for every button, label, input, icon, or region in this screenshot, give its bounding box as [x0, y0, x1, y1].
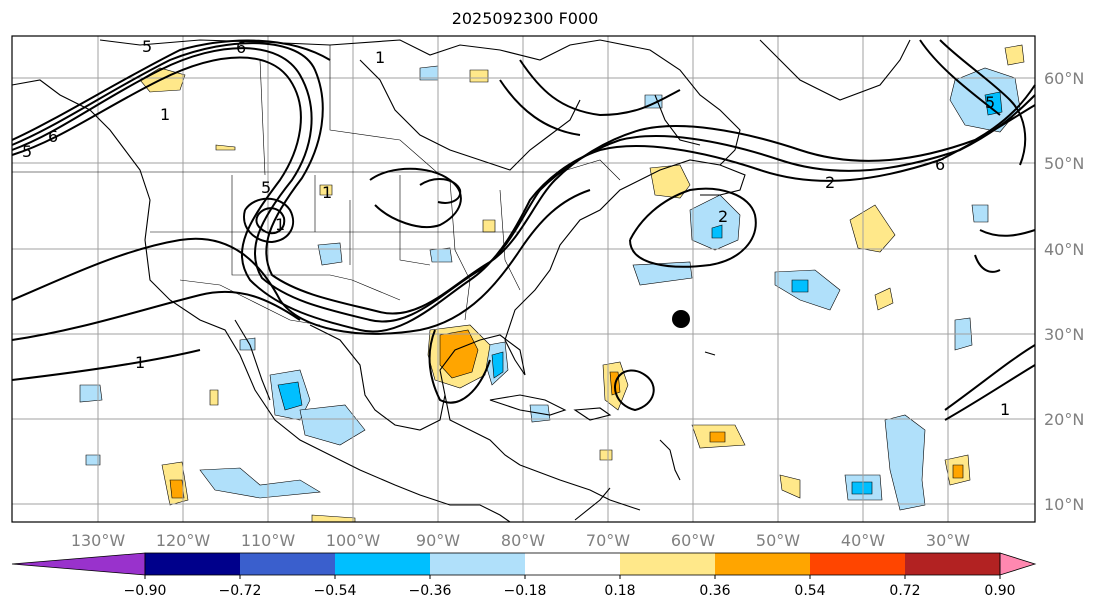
colorbar-tick-label: 0.54	[794, 583, 825, 599]
contour-label-group: 5 6 6 1 5 5 1 1 1 2 2 6 1 5 1	[22, 37, 1010, 419]
lat-label: 10°N	[1044, 495, 1084, 514]
colorbar-segment	[240, 553, 335, 575]
colorbar-tick-label: −0.18	[504, 583, 547, 599]
colorbar-tick-label: 0.18	[604, 583, 635, 599]
contour-label: 1	[1000, 400, 1010, 419]
contour-label: 1	[135, 353, 145, 372]
lon-label: 60°W	[671, 531, 715, 550]
contour-label: 6	[48, 127, 58, 146]
colorbar-segment	[715, 553, 810, 575]
contour-label: 1	[322, 183, 332, 202]
colorbar-tick-label: −0.90	[124, 583, 167, 599]
colorbar-tick-label: 0.72	[889, 583, 920, 599]
positive-anomaly-fill	[139, 44, 1025, 523]
contour-label: 1	[160, 105, 170, 124]
lon-label: 50°W	[756, 531, 800, 550]
colorbar-segment	[525, 553, 620, 575]
latitude-labels: 60°N 50°N 40°N 30°N 20°N 10°N	[1044, 69, 1084, 514]
lat-label: 50°N	[1044, 154, 1084, 173]
contour-label: 5	[261, 178, 271, 197]
colorbar-segment	[810, 553, 905, 575]
colorbar-tick-label: −0.72	[219, 583, 262, 599]
contour-label: 2	[718, 207, 728, 226]
longitude-labels: 130°W 120°W 110°W 100°W 90°W 80°W 70°W 6…	[71, 531, 970, 550]
contour-label: 2	[825, 173, 835, 192]
colorbar-over-triangle	[999, 552, 1037, 576]
lon-label: 70°W	[586, 531, 630, 550]
colorbar-segment	[620, 553, 715, 575]
colorbar-segment	[145, 553, 240, 575]
lon-label: 30°W	[926, 531, 970, 550]
colorbar-tick-label: −0.54	[314, 583, 357, 599]
lon-label: 120°W	[156, 531, 211, 550]
colorbar-tick-label: 0.36	[699, 583, 730, 599]
storm-center-marker	[672, 310, 690, 328]
colorbar-segment	[905, 553, 1000, 575]
contour-label: 6	[236, 38, 246, 57]
lon-label: 100°W	[326, 531, 381, 550]
colorbar-segment	[430, 553, 525, 575]
lat-label: 30°N	[1044, 325, 1084, 344]
lon-label: 80°W	[501, 531, 545, 550]
map-frame	[11, 35, 1036, 523]
lat-label: 60°N	[1044, 69, 1084, 88]
lat-lon-grid	[12, 36, 1035, 522]
contour-label: 5	[142, 37, 152, 56]
contour-label: 1	[375, 48, 385, 67]
colorbar-tick-label: −0.36	[409, 583, 452, 599]
lon-label: 90°W	[416, 531, 460, 550]
colorbar-under-triangle	[11, 552, 146, 576]
colorbar-outline	[144, 552, 1001, 576]
coastlines	[11, 39, 911, 523]
contour-lines	[11, 39, 1036, 421]
colorbar-tick-label: 0.90	[984, 583, 1015, 599]
lat-label: 40°N	[1044, 240, 1084, 259]
lon-label: 40°W	[841, 531, 885, 550]
lon-label: 110°W	[241, 531, 296, 550]
contour-label: 6	[935, 155, 945, 174]
political-borders	[12, 45, 621, 326]
negative-anomaly-fill	[79, 65, 1021, 511]
colorbar	[11, 552, 1037, 576]
contour-label: 5	[985, 93, 995, 112]
lon-label: 130°W	[71, 531, 126, 550]
lat-label: 20°N	[1044, 410, 1084, 429]
contour-label: 1	[275, 215, 285, 234]
map-title: 2025092300 F000	[451, 9, 599, 28]
colorbar-tick-labels: −0.90 −0.72 −0.54 −0.36 −0.18 0.18 0.36 0.54 0.7…	[124, 575, 1016, 599]
colorbar-segment	[335, 553, 430, 575]
contour-label: 5	[22, 142, 32, 161]
